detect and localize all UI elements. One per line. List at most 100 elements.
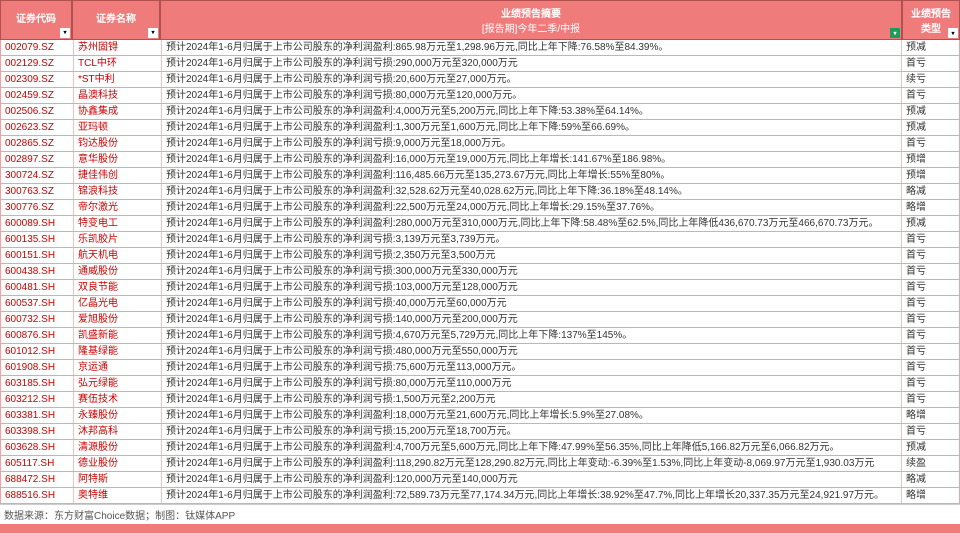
header-type[interactable]: 业绩预告 类型 ▾ xyxy=(902,0,960,40)
cell-name: 晶澳科技 xyxy=(73,88,161,103)
cell-code: 002897.SZ xyxy=(1,152,73,167)
cell-type: 预增 xyxy=(901,152,959,167)
filter-icon[interactable]: ▾ xyxy=(148,28,158,38)
cell-type: 首亏 xyxy=(901,232,959,247)
cell-type: 略减 xyxy=(901,184,959,199)
cell-code: 688472.SH xyxy=(1,472,73,487)
header-type-line1: 业绩预告 xyxy=(909,5,953,20)
cell-code: 600135.SH xyxy=(1,232,73,247)
table-row: 002506.SZ协鑫集成预计2024年1-6月归属于上市公司股东的净利润盈利:… xyxy=(0,104,960,120)
cell-type: 预减 xyxy=(901,216,959,231)
cell-name: 钧达股份 xyxy=(73,136,161,151)
cell-name: 德业股份 xyxy=(73,456,161,471)
cell-summary: 预计2024年1-6月归属于上市公司股东的净利润亏损:40,000万元至60,0… xyxy=(161,296,901,311)
cell-summary: 预计2024年1-6月归属于上市公司股东的净利润盈利:120,000万元至140… xyxy=(161,472,901,487)
cell-summary: 预计2024年1-6月归属于上市公司股东的净利润亏损:15,200万元至18,7… xyxy=(161,424,901,439)
cell-type: 首亏 xyxy=(901,424,959,439)
header-summary-line2: [报告期]今年二季/中报 xyxy=(167,20,895,35)
table-row: 002129.SZTCL中环预计2024年1-6月归属于上市公司股东的净利润亏损… xyxy=(0,56,960,72)
cell-code: 002623.SZ xyxy=(1,120,73,135)
cell-code: 688516.SH xyxy=(1,488,73,503)
cell-type: 预减 xyxy=(901,440,959,455)
cell-code: 600732.SH xyxy=(1,312,73,327)
cell-name: 乐凯胶片 xyxy=(73,232,161,247)
cell-name: 意华股份 xyxy=(73,152,161,167)
table-row: 002897.SZ意华股份预计2024年1-6月归属于上市公司股东的净利润盈利:… xyxy=(0,152,960,168)
cell-name: 协鑫集成 xyxy=(73,104,161,119)
cell-code: 601012.SH xyxy=(1,344,73,359)
table-row: 002459.SZ晶澳科技预计2024年1-6月归属于上市公司股东的净利润亏损:… xyxy=(0,88,960,104)
cell-name: 帝尔激光 xyxy=(73,200,161,215)
cell-name: 通威股份 xyxy=(73,264,161,279)
cell-summary: 预计2024年1-6月归属于上市公司股东的净利润盈利:116,485.66万元至… xyxy=(161,168,901,183)
cell-code: 002079.SZ xyxy=(1,40,73,55)
table-row: 603398.SH沐邦高科预计2024年1-6月归属于上市公司股东的净利润亏损:… xyxy=(0,424,960,440)
cell-summary: 预计2024年1-6月归属于上市公司股东的净利润亏损:300,000万元至330… xyxy=(161,264,901,279)
filter-icon[interactable]: ▾ xyxy=(890,28,900,38)
cell-type: 预增 xyxy=(901,168,959,183)
cell-type: 首亏 xyxy=(901,56,959,71)
header-summary[interactable]: 业绩预告摘要 [报告期]今年二季/中报 ▾ xyxy=(160,0,902,40)
cell-summary: 预计2024年1-6月归属于上市公司股东的净利润亏损:103,000万元至128… xyxy=(161,280,901,295)
cell-summary: 预计2024年1-6月归属于上市公司股东的净利润盈利:22,500万元至24,0… xyxy=(161,200,901,215)
header-name[interactable]: 证券名称 ▾ xyxy=(72,0,160,40)
cell-code: 603212.SH xyxy=(1,392,73,407)
cell-type: 续盈 xyxy=(901,456,959,471)
cell-code: 600151.SH xyxy=(1,248,73,263)
cell-type: 首亏 xyxy=(901,344,959,359)
header-code-label: 证券代码 xyxy=(16,14,56,25)
cell-name: 苏州固锝 xyxy=(73,40,161,55)
table-row: 300776.SZ帝尔激光预计2024年1-6月归属于上市公司股东的净利润盈利:… xyxy=(0,200,960,216)
cell-code: 002459.SZ xyxy=(1,88,73,103)
table-row: 603185.SH弘元绿能预计2024年1-6月归属于上市公司股东的净利润亏损:… xyxy=(0,376,960,392)
table-row: 600438.SH通威股份预计2024年1-6月归属于上市公司股东的净利润亏损:… xyxy=(0,264,960,280)
cell-code: 300724.SZ xyxy=(1,168,73,183)
cell-code: 600537.SH xyxy=(1,296,73,311)
cell-summary: 预计2024年1-6月归属于上市公司股东的净利润盈利:16,000万元至19,0… xyxy=(161,152,901,167)
cell-type: 预减 xyxy=(901,40,959,55)
cell-name: 永臻股份 xyxy=(73,408,161,423)
table-row: 300724.SZ捷佳伟创预计2024年1-6月归属于上市公司股东的净利润盈利:… xyxy=(0,168,960,184)
cell-type: 首亏 xyxy=(901,360,959,375)
cell-name: 亿晶光电 xyxy=(73,296,161,311)
header-code[interactable]: 证券代码 ▾ xyxy=(0,0,72,40)
cell-type: 首亏 xyxy=(901,136,959,151)
table-row: 002309.SZ*ST中利预计2024年1-6月归属于上市公司股东的净利润亏损… xyxy=(0,72,960,88)
cell-summary: 预计2024年1-6月归属于上市公司股东的净利润亏损:140,000万元至200… xyxy=(161,312,901,327)
table-row: 603628.SH清源股份预计2024年1-6月归属于上市公司股东的净利润盈利:… xyxy=(0,440,960,456)
filter-icon[interactable]: ▾ xyxy=(948,28,958,38)
table-row: 300763.SZ锦浪科技预计2024年1-6月归属于上市公司股东的净利润盈利:… xyxy=(0,184,960,200)
table-row: 600732.SH爱旭股份预计2024年1-6月归属于上市公司股东的净利润亏损:… xyxy=(0,312,960,328)
cell-code: 600089.SH xyxy=(1,216,73,231)
cell-summary: 预计2024年1-6月归属于上市公司股东的净利润盈利:1,300万元至1,600… xyxy=(161,120,901,135)
table-row: 601012.SH隆基绿能预计2024年1-6月归属于上市公司股东的净利润亏损:… xyxy=(0,344,960,360)
cell-type: 首亏 xyxy=(901,376,959,391)
cell-summary: 预计2024年1-6月归属于上市公司股东的净利润盈利:4,700万元至5,600… xyxy=(161,440,901,455)
cell-summary: 预计2024年1-6月归属于上市公司股东的净利润亏损:3,139万元至3,739… xyxy=(161,232,901,247)
table-header: 证券代码 ▾ 证券名称 ▾ 业绩预告摘要 [报告期]今年二季/中报 ▾ 业绩预告… xyxy=(0,0,960,40)
filter-icon[interactable]: ▾ xyxy=(60,28,70,38)
table-row: 002623.SZ亚玛顿预计2024年1-6月归属于上市公司股东的净利润盈利:1… xyxy=(0,120,960,136)
cell-type: 预减 xyxy=(901,104,959,119)
table-row: 688516.SH奥特维预计2024年1-6月归属于上市公司股东的净利润盈利:7… xyxy=(0,488,960,504)
cell-type: 续亏 xyxy=(901,72,959,87)
cell-type: 首亏 xyxy=(901,392,959,407)
table-row: 601908.SH京运通预计2024年1-6月归属于上市公司股东的净利润亏损:7… xyxy=(0,360,960,376)
cell-name: 清源股份 xyxy=(73,440,161,455)
cell-code: 600876.SH xyxy=(1,328,73,343)
table-row: 600876.SH凯盛新能预计2024年1-6月归属于上市公司股东的净利润亏损:… xyxy=(0,328,960,344)
cell-type: 略增 xyxy=(901,200,959,215)
cell-code: 603185.SH xyxy=(1,376,73,391)
cell-summary: 预计2024年1-6月归属于上市公司股东的净利润盈利:4,000万元至5,200… xyxy=(161,104,901,119)
cell-code: 002865.SZ xyxy=(1,136,73,151)
cell-code: 603381.SH xyxy=(1,408,73,423)
cell-code: 300763.SZ xyxy=(1,184,73,199)
header-name-label: 证券名称 xyxy=(96,14,136,25)
cell-type: 预减 xyxy=(901,120,959,135)
table-row: 600481.SH双良节能预计2024年1-6月归属于上市公司股东的净利润亏损:… xyxy=(0,280,960,296)
cell-code: 603398.SH xyxy=(1,424,73,439)
table-row: 688472.SH阿特斯预计2024年1-6月归属于上市公司股东的净利润盈利:1… xyxy=(0,472,960,488)
table-row: 600089.SH特变电工预计2024年1-6月归属于上市公司股东的净利润盈利:… xyxy=(0,216,960,232)
cell-name: 奥特维 xyxy=(73,488,161,503)
cell-code: 002129.SZ xyxy=(1,56,73,71)
